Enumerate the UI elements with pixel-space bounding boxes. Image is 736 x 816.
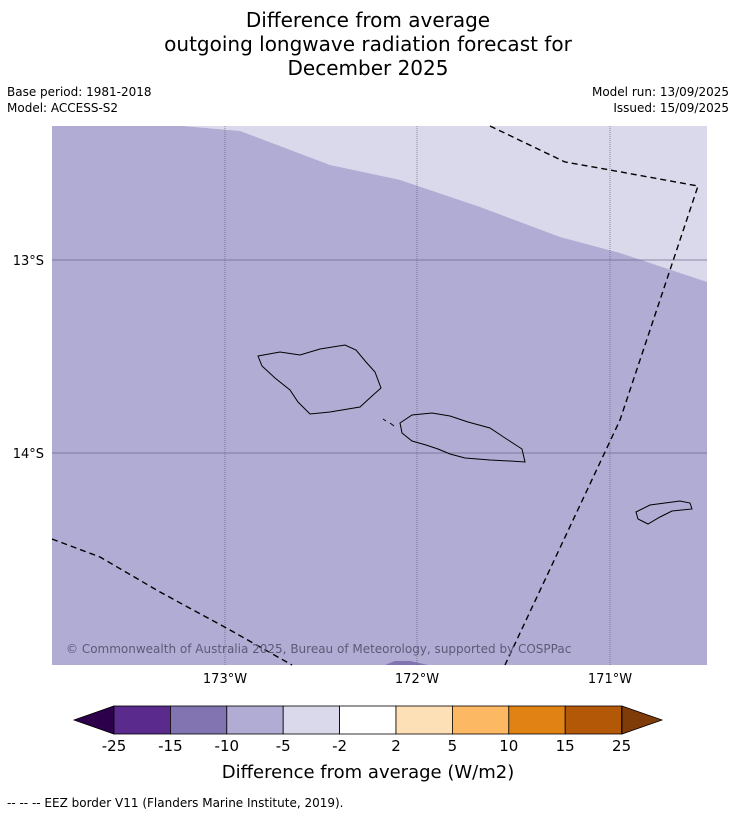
- anomaly-region-light: [182, 126, 707, 282]
- colorbar-segment: [226, 705, 284, 735]
- colorbar-low-extend: [72, 705, 115, 735]
- chart-title: Difference from average outgoing longwav…: [0, 8, 736, 80]
- colorbar-tick-label: 15: [556, 737, 575, 755]
- map-panel: © Commonwealth of Australia 2025, Bureau…: [51, 125, 707, 666]
- colorbar-segment: [564, 705, 623, 735]
- copyright-notice: © Commonwealth of Australia 2025, Bureau…: [66, 642, 571, 656]
- colorbar-segment: [113, 705, 171, 735]
- island-upolu: [399, 412, 526, 463]
- meta-left: Base period: 1981-2018 Model: ACCESS-S2: [7, 84, 152, 116]
- lat-label-13s: 13°S: [13, 254, 44, 269]
- lat-label-14s: 14°S: [13, 447, 44, 462]
- colorbar-segment: [282, 705, 341, 735]
- meta-right: Model run: 13/09/2025 Issued: 15/09/2025: [592, 84, 729, 116]
- colorbar-segment: [451, 705, 510, 735]
- title-line-2: outgoing longwave radiation forecast for: [164, 32, 572, 56]
- issued-date: Issued: 15/09/2025: [613, 101, 729, 115]
- title-line-1: Difference from average: [245, 8, 491, 32]
- colorbar-tick-label: 10: [499, 737, 518, 755]
- colorbar-tick-label: -2: [332, 737, 347, 755]
- colorbar-title: Difference from average (W/m2): [222, 762, 514, 783]
- base-period: Base period: 1981-2018: [7, 85, 152, 99]
- colorbar-tick-label: 5: [448, 737, 458, 755]
- eez-border-east: [489, 125, 699, 666]
- colorbar-tick-label: -25: [102, 737, 127, 755]
- eez-footnote: -- -- -- EEZ border V11 (Flanders Marine…: [7, 796, 344, 810]
- model-run: Model run: 13/09/2025: [591, 85, 729, 99]
- eez-border-south: [51, 538, 293, 666]
- colorbar-high-extend: [621, 705, 664, 735]
- colorbar-segment: [339, 705, 397, 735]
- colorbar-segment: [395, 705, 453, 735]
- colorbar-tick-label: 2: [391, 737, 401, 755]
- colorbar-tick-label: 25: [612, 737, 631, 755]
- lon-label-173w: 173°W: [203, 672, 247, 687]
- lon-label-171w: 171°W: [588, 672, 632, 687]
- island-savaii: [257, 344, 382, 415]
- lon-label-172w: 172°W: [395, 672, 439, 687]
- colorbar-tick-label: -10: [215, 737, 240, 755]
- model-name: Model: ACCESS-S2: [7, 101, 119, 115]
- island-tutuila: [635, 500, 693, 525]
- colorbar: -25 -15 -10 -5 -2 2 5 10 15 25: [72, 705, 664, 755]
- island-manono-apolima: [382, 418, 395, 427]
- colorbar-segment: [508, 705, 566, 735]
- colorbar-tick-label: -5: [276, 737, 291, 755]
- colorbar-tick-label: -15: [158, 737, 183, 755]
- title-line-3: December 2025: [287, 56, 449, 80]
- colorbar-segment: [169, 705, 228, 735]
